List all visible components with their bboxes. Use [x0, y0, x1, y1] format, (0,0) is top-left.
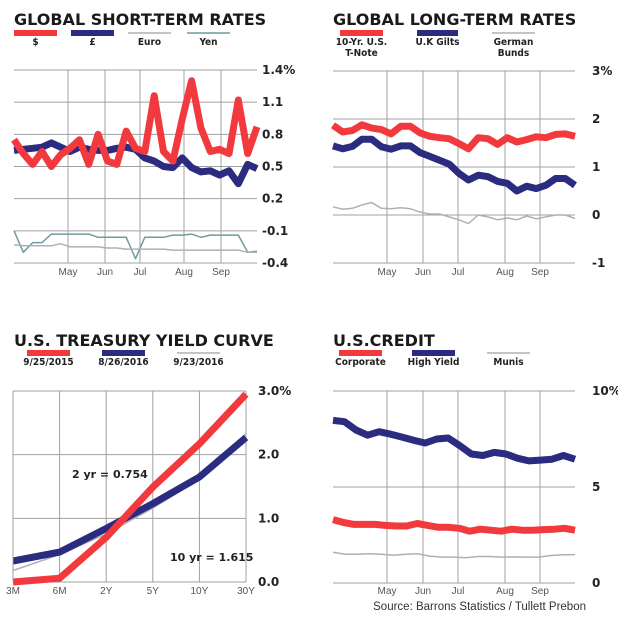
legend-label: German Bunds: [494, 37, 534, 59]
y-tick-label: 0.5: [262, 160, 283, 174]
x-tick-label: Aug: [496, 586, 514, 597]
x-tick-label: 6M: [53, 586, 67, 597]
y-tick-label: 1.4%: [262, 63, 295, 77]
legend-label: Munis: [493, 357, 523, 368]
y-tick-label: 10%: [592, 384, 618, 398]
series-line-8-26-2016: [12, 434, 249, 565]
x-tick-label: Aug: [175, 267, 193, 278]
y-tick-label: 1.1: [262, 95, 283, 109]
chart-title: U.S. TREASURY YIELD CURVE: [14, 331, 274, 350]
annotation: 10 yr = 1.615: [170, 551, 253, 564]
series-line-corporate: [332, 516, 576, 535]
chart-title: GLOBAL LONG-TERM RATES: [333, 10, 576, 29]
legend-label-line: 10-Yr. U.S.: [336, 37, 387, 48]
x-tick-label: May: [378, 586, 397, 597]
y-tick-label: 3.0%: [258, 384, 291, 398]
y-tick-label: -1: [592, 256, 605, 270]
y-tick-label: 1: [592, 160, 600, 174]
chart-title: U.S.CREDIT: [333, 331, 435, 350]
x-tick-label: 10Y: [191, 586, 209, 597]
legend-label: Yen: [198, 37, 217, 48]
x-tick-label: Jun: [415, 267, 431, 278]
x-tick-label: Jul: [134, 267, 147, 278]
legend-label: 8/26/2016: [98, 357, 148, 368]
y-tick-label: 0.2: [262, 192, 283, 206]
series-line-yen: [13, 230, 258, 260]
legend-label: U.K Gilts: [415, 37, 459, 48]
series-line-german-bunds: [332, 201, 576, 225]
x-tick-label: May: [59, 267, 78, 278]
x-tick-label: 3M: [6, 586, 20, 597]
y-tick-label: 2.0: [258, 448, 279, 462]
x-tick-label: Sep: [531, 267, 549, 278]
y-tick-label: 3%: [592, 64, 612, 78]
chart-title: GLOBAL SHORT-TERM RATES: [14, 10, 266, 29]
series-line-euro: [13, 242, 257, 254]
y-tick-label: 5: [592, 480, 600, 494]
legend-label: 10-Yr. U.S. T-Note: [336, 37, 387, 59]
source-note: Source: Barrons Statistics / Tullett Pre…: [373, 601, 586, 613]
y-tick-label: 0: [592, 576, 600, 590]
x-tick-label: 2Y: [100, 586, 113, 597]
legend-label: $: [32, 37, 38, 48]
x-tick-label: May: [378, 267, 397, 278]
y-tick-label: -0.1: [262, 224, 288, 238]
y-tick-label: 0: [592, 208, 600, 222]
x-tick-label: Aug: [496, 267, 514, 278]
legend-label: Euro: [138, 37, 161, 48]
x-tick-label: Sep: [212, 267, 230, 278]
x-tick-label: Jun: [97, 267, 113, 278]
y-tick-label: 0.8: [262, 127, 283, 141]
annotation: 2 yr = 0.754: [72, 468, 148, 481]
legend-label: High Yield: [408, 357, 460, 368]
series-line--: [11, 77, 261, 170]
legend-label: Corporate: [335, 357, 386, 368]
series-line-high-yield: [332, 416, 577, 465]
chart-panel-1: GLOBAL SHORT-TERM RATES $ £ Euro Yen 1.4% 1.1 0…: [11, 10, 295, 278]
chart-panel-2: GLOBAL LONG-TERM RATES 10-Yr. U.S. T-Note U…: [330, 10, 612, 278]
series-line-munis: [332, 551, 576, 559]
chart-panel-3: U.S. TREASURY YIELD CURVE 9/25/2015 8/26/2…: [6, 331, 291, 597]
series-line-9-25-2015: [12, 391, 249, 586]
legend-label: £: [89, 37, 95, 48]
series-line-10-yr-u-s-t-note: [330, 121, 576, 153]
y-tick-label: -0.4: [262, 256, 288, 270]
x-tick-label: Jun: [415, 586, 431, 597]
series-line-u-k-gilts: [331, 135, 577, 195]
x-tick-label: Jul: [452, 586, 465, 597]
x-tick-label: Jul: [452, 267, 465, 278]
y-tick-label: 0.0: [258, 575, 279, 589]
y-tick-label: 1.0: [258, 511, 279, 525]
chart-panel-4: U.S.CREDIT Corporate High Yield Munis 10% 5 0 M…: [332, 331, 618, 597]
x-tick-label: Sep: [531, 586, 549, 597]
legend-label: 9/25/2015: [23, 357, 73, 368]
legend-label: 9/23/2016: [173, 357, 223, 368]
x-tick-label: 5Y: [147, 586, 160, 597]
legend-label-line: T-Note: [345, 48, 378, 59]
legend-label-line: German: [494, 37, 534, 48]
x-tick-label: 30Y: [237, 586, 255, 597]
legend-label-line: Bunds: [498, 48, 529, 59]
y-tick-label: 2: [592, 112, 600, 126]
